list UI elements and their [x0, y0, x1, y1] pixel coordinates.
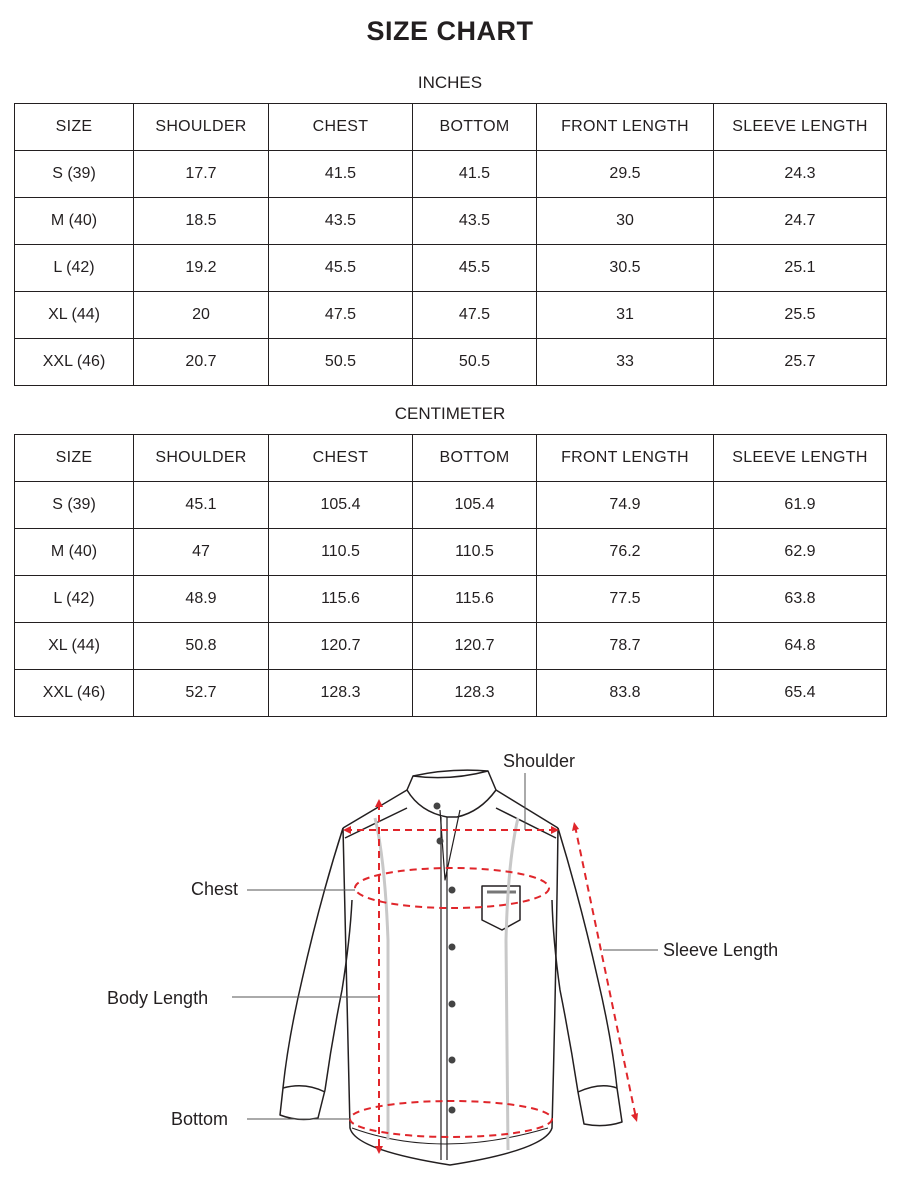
- value-cell: 62.9: [713, 528, 887, 576]
- value-cell: 43.5: [268, 197, 413, 245]
- body-length-label: Body Length: [107, 988, 208, 1008]
- chest-measure: [354, 867, 550, 909]
- value-cell: 128.3: [268, 669, 413, 717]
- column-header: SHOULDER: [133, 434, 269, 482]
- value-cell: 105.4: [412, 481, 537, 529]
- column-header: BOTTOM: [412, 434, 537, 482]
- value-cell: 20.7: [133, 338, 269, 386]
- value-cell: 43.5: [412, 197, 537, 245]
- value-cell: 29.5: [536, 150, 714, 198]
- size-cell: S (39): [14, 481, 134, 529]
- value-cell: 105.4: [268, 481, 413, 529]
- value-cell: 25.7: [713, 338, 887, 386]
- arrowheads-icon: [343, 799, 638, 1154]
- column-header: FRONT LENGTH: [536, 103, 714, 151]
- bottom-measure: [349, 1100, 553, 1138]
- centimeter-table: SIZE SHOULDER CHEST BOTTOM FRONT LENGTH SLEEV…: [14, 434, 887, 717]
- header-row: SIZE SHOULDER CHEST BOTTOM FRONT LENGTH SLEEV…: [14, 103, 887, 151]
- column-header: SLEEVE LENGTH: [713, 103, 887, 151]
- value-cell: 24.7: [713, 197, 887, 245]
- value-cell: 25.5: [713, 291, 887, 339]
- value-cell: 52.7: [133, 669, 269, 717]
- value-cell: 50.5: [412, 338, 537, 386]
- value-cell: 50.8: [133, 622, 269, 670]
- page-title: SIZE CHART: [366, 16, 534, 46]
- value-cell: 30.5: [536, 244, 714, 292]
- table-row: XL (44) 20 47.5 47.5 31 25.5: [14, 291, 887, 339]
- leader-lines: [232, 773, 658, 1120]
- value-cell: 24.3: [713, 150, 887, 198]
- value-cell: 110.5: [268, 528, 413, 576]
- table-row: XL (44) 50.8 120.7 120.7 78.7 64.8: [14, 622, 887, 670]
- shoulder-label: Shoulder: [503, 751, 575, 771]
- value-cell: 47: [133, 528, 269, 576]
- size-cell: M (40): [14, 528, 134, 576]
- column-header: CHEST: [268, 434, 413, 482]
- table-row: M (40) 47 110.5 110.5 76.2 62.9: [14, 528, 887, 576]
- size-cell: M (40): [14, 197, 134, 245]
- value-cell: 78.7: [536, 622, 714, 670]
- sleeve-length-measure: [574, 825, 637, 1119]
- button-icons: [433, 802, 456, 1114]
- value-cell: 47.5: [412, 291, 537, 339]
- sleeve-length-label: Sleeve Length: [663, 940, 778, 960]
- table-row: S (39) 17.7 41.5 41.5 29.5 24.3: [14, 150, 887, 198]
- table-row: S (39) 45.1 105.4 105.4 74.9 61.9: [14, 481, 887, 529]
- value-cell: 20: [133, 291, 269, 339]
- value-cell: 65.4: [713, 669, 887, 717]
- value-cell: 45.5: [268, 244, 413, 292]
- table-row: XXL (46) 20.7 50.5 50.5 33 25.7: [14, 338, 887, 386]
- bottom-label: Bottom: [171, 1109, 228, 1129]
- shirt-outline-icon: [279, 769, 623, 1166]
- value-cell: 83.8: [536, 669, 714, 717]
- value-cell: 120.7: [268, 622, 413, 670]
- value-cell: 45.1: [133, 481, 269, 529]
- column-header: BOTTOM: [412, 103, 537, 151]
- chest-label: Chest: [191, 879, 238, 899]
- size-cell: XXL (46): [14, 338, 134, 386]
- value-cell: 120.7: [412, 622, 537, 670]
- value-cell: 74.9: [536, 481, 714, 529]
- value-cell: 31: [536, 291, 714, 339]
- size-cell: L (42): [14, 244, 134, 292]
- value-cell: 115.6: [412, 575, 537, 623]
- size-cell: L (42): [14, 575, 134, 623]
- inches-caption: INCHES: [417, 73, 483, 92]
- value-cell: 64.8: [713, 622, 887, 670]
- value-cell: 61.9: [713, 481, 887, 529]
- value-cell: 33: [536, 338, 714, 386]
- table-row: L (42) 48.9 115.6 115.6 77.5 63.8: [14, 575, 887, 623]
- inches-table: SIZE SHOULDER CHEST BOTTOM FRONT LENGTH SLEEV…: [14, 103, 887, 386]
- value-cell: 30: [536, 197, 714, 245]
- table-row: XXL (46) 52.7 128.3 128.3 83.8 65.4: [14, 669, 887, 717]
- value-cell: 128.3: [412, 669, 537, 717]
- size-cell: S (39): [14, 150, 134, 198]
- centimeter-caption: CENTIMETER: [394, 404, 506, 423]
- value-cell: 50.5: [268, 338, 413, 386]
- size-cell: XL (44): [14, 291, 134, 339]
